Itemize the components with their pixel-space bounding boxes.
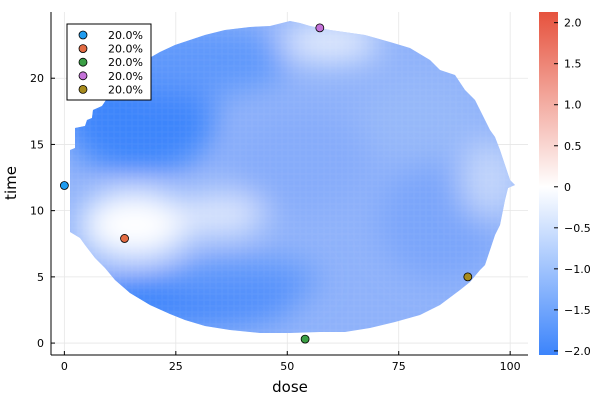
y-tick-label: 15 xyxy=(30,138,44,151)
scatter-point xyxy=(120,234,129,243)
colorbar-tick-label: 2.0 xyxy=(564,17,582,30)
y-tick-label: 5 xyxy=(37,271,44,284)
scatter-points xyxy=(59,23,473,344)
x-tick-label: 0 xyxy=(61,360,68,373)
legend-marker xyxy=(78,44,88,53)
legend: 20.0%20.0%20.0%20.0%20.0% xyxy=(66,23,152,101)
scatter-point xyxy=(463,272,473,282)
y-axis-label: time xyxy=(2,166,20,200)
legend-marker xyxy=(78,30,88,40)
scatter-point xyxy=(300,334,310,344)
y-tick-label: 20 xyxy=(30,72,44,85)
colorbar-tick-label: 1.5 xyxy=(564,58,582,71)
colorbar-tick-label: −1.5 xyxy=(564,304,591,317)
colorbar-gradient xyxy=(539,12,558,355)
x-axis-label: dose xyxy=(272,378,308,396)
legend-label: 20.0% xyxy=(108,83,143,96)
colorbar: −2.0 −1.5 −1.0 −0.5 0 0.5 1.0 1.5 2.0 xyxy=(539,12,591,358)
legend-marker xyxy=(78,57,88,67)
colorbar-tick-label: −2.0 xyxy=(564,345,591,358)
legend-marker xyxy=(78,85,88,94)
colorbar-ticks: −2.0 −1.5 −1.0 −0.5 0 0.5 1.0 1.5 2.0 xyxy=(554,17,591,358)
legend-label: 20.0% xyxy=(108,70,143,83)
colorbar-tick-label: −1.0 xyxy=(564,263,591,276)
legend-label: 20.0% xyxy=(108,43,143,56)
legend-label: 20.0% xyxy=(108,29,143,42)
colorbar-tick-label: −0.5 xyxy=(564,222,591,235)
colorbar-tick-label: 1.0 xyxy=(564,99,582,112)
colorbar-tick-label: 0 xyxy=(564,181,571,194)
scatter-point xyxy=(315,23,325,33)
y-tick-label: 10 xyxy=(30,205,44,218)
legend-label: 20.0% xyxy=(108,56,143,69)
scatter-point xyxy=(59,181,69,190)
legend-marker xyxy=(78,71,88,81)
x-tick-label: 75 xyxy=(392,360,406,373)
x-axis-ticks: 0 25 50 75 100 xyxy=(61,351,521,373)
colorbar-tick-label: 0.5 xyxy=(564,140,582,153)
x-tick-label: 100 xyxy=(500,360,521,373)
axis-frame xyxy=(50,12,528,356)
y-axis-ticks: 0 5 10 15 20 xyxy=(30,72,55,350)
y-tick-label: 0 xyxy=(37,337,44,350)
x-tick-label: 25 xyxy=(169,360,183,373)
x-tick-label: 50 xyxy=(280,360,294,373)
